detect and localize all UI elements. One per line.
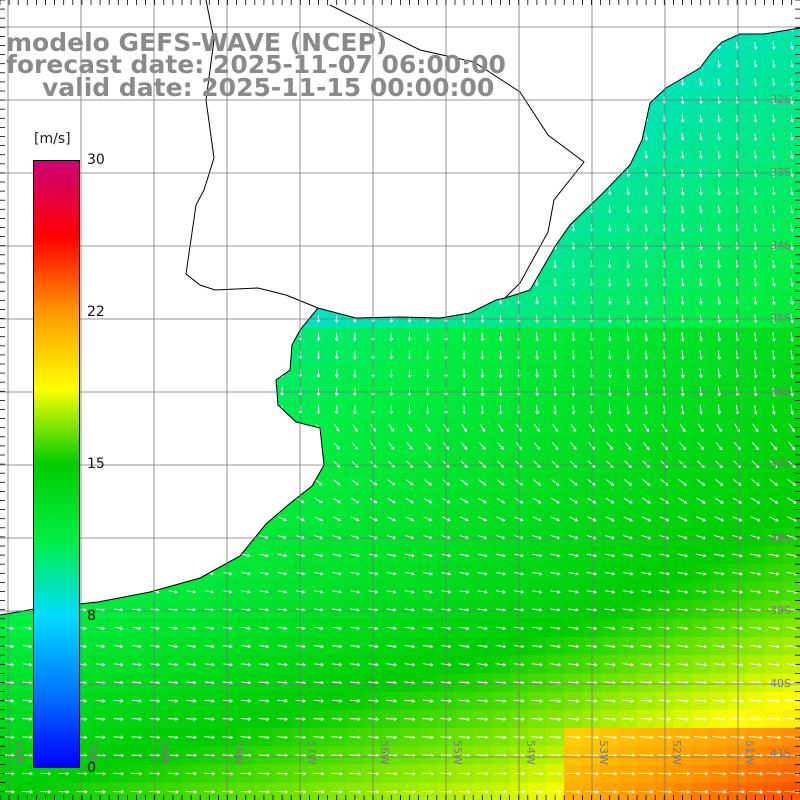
latitude-label: 40S bbox=[770, 677, 791, 690]
latitude-label: 33S bbox=[770, 166, 791, 179]
longitude-label: 53W bbox=[597, 740, 610, 765]
longitude-label: 52W bbox=[670, 740, 683, 765]
colorbar bbox=[33, 160, 80, 768]
latitude-label: 38S bbox=[770, 531, 791, 544]
latitude-label: 39S bbox=[770, 604, 791, 617]
wind-cell bbox=[782, 418, 800, 438]
latitude-label: 35S bbox=[770, 312, 791, 325]
valid-date: valid date: 2025-11-15 00:00:00 bbox=[42, 73, 495, 102]
latitude-label: 32S bbox=[770, 93, 791, 106]
longitude-label: 54W bbox=[524, 740, 537, 765]
wind-cell bbox=[782, 491, 800, 511]
latitude-label: 34S bbox=[770, 239, 791, 252]
longitude-label: 61W bbox=[13, 740, 26, 765]
longitude-label: 56W bbox=[378, 740, 391, 765]
longitude-label: 57W bbox=[305, 740, 318, 765]
colorbar-tick-label: 15 bbox=[87, 456, 105, 472]
colorbar-tick-label: 22 bbox=[87, 304, 105, 320]
latitude-label: 37S bbox=[770, 458, 791, 471]
colorbar-unit: [m/s] bbox=[34, 131, 71, 147]
colorbar-tick-label: 0 bbox=[87, 760, 96, 776]
longitude-label: 51W bbox=[743, 740, 756, 765]
colorbar-tick-label: 30 bbox=[87, 152, 105, 168]
latitude-label: 41S bbox=[770, 747, 791, 760]
longitude-label: 58W bbox=[232, 740, 245, 765]
wind-cell bbox=[782, 455, 800, 474]
longitude-label: 55W bbox=[451, 740, 464, 765]
wind-cell bbox=[782, 436, 800, 456]
wind-cell bbox=[782, 473, 800, 492]
longitude-label: 59W bbox=[159, 740, 172, 765]
latitude-label: 36S bbox=[770, 385, 791, 398]
colorbar-tick-label: 8 bbox=[87, 608, 96, 624]
